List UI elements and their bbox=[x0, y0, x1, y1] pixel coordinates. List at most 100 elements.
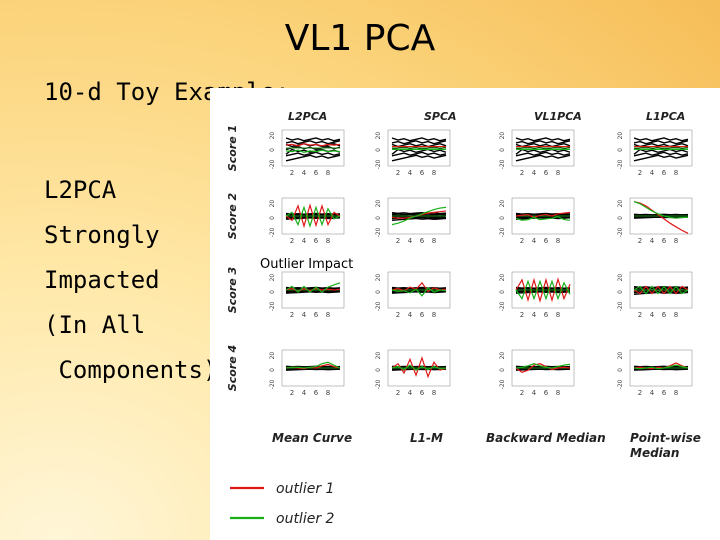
y-tick-label: -20 bbox=[617, 379, 624, 389]
x-tick-label: 2 bbox=[290, 311, 294, 319]
x-tick-label: 2 bbox=[396, 389, 400, 397]
x-tick-label: 4 bbox=[532, 237, 537, 245]
y-tick-label: -20 bbox=[617, 159, 624, 169]
outlier-2-curve bbox=[285, 282, 341, 293]
outlier-1-curve bbox=[391, 281, 447, 293]
normal-curve bbox=[285, 151, 341, 157]
x-tick-label: 8 bbox=[556, 237, 560, 245]
y-tick-label: -20 bbox=[499, 159, 506, 169]
outlier-2-curve bbox=[285, 361, 341, 369]
column-header: L1PCA bbox=[646, 110, 685, 123]
normal-curve bbox=[633, 137, 689, 142]
panel-frame bbox=[511, 197, 575, 235]
panel-frame bbox=[629, 271, 693, 309]
x-tick-label: 4 bbox=[650, 311, 655, 319]
normal-curve bbox=[633, 291, 689, 295]
x-tick-label: 8 bbox=[432, 389, 436, 397]
outlier-2-curve bbox=[285, 149, 341, 153]
y-tick-label: -20 bbox=[375, 227, 382, 237]
normal-curve bbox=[633, 151, 689, 157]
y-tick-label: 0 bbox=[375, 216, 382, 220]
normal-curve bbox=[391, 148, 447, 155]
y-tick-label: 20 bbox=[499, 200, 506, 208]
x-tick-label: 2 bbox=[520, 389, 524, 397]
x-tick-label: 4 bbox=[302, 389, 307, 397]
x-tick-label: 4 bbox=[302, 311, 307, 319]
y-tick-label: 20 bbox=[499, 132, 506, 140]
outlier-2-curve bbox=[515, 279, 571, 301]
x-tick-label: 4 bbox=[408, 169, 413, 177]
y-tick-label: 20 bbox=[375, 352, 382, 360]
y-tick-label: 0 bbox=[269, 368, 276, 372]
x-tick-label: 4 bbox=[532, 389, 537, 397]
x-tick-label: 2 bbox=[638, 311, 642, 319]
y-tick-label: -20 bbox=[499, 379, 506, 389]
slide-title: VL1 PCA bbox=[284, 18, 436, 59]
normal-curve bbox=[515, 215, 571, 219]
y-tick-label: 0 bbox=[499, 368, 506, 372]
x-tick-label: 8 bbox=[326, 311, 330, 319]
normal-curve bbox=[391, 215, 447, 219]
body-text: L2PCA Strongly Impacted (In All Componen… bbox=[44, 168, 217, 393]
footer-label: Backward Median bbox=[486, 431, 606, 445]
x-tick-label: 2 bbox=[638, 389, 642, 397]
panel-frame bbox=[387, 129, 451, 167]
outlier-2-curve bbox=[391, 364, 447, 371]
y-tick-label: -20 bbox=[269, 159, 276, 169]
x-tick-label: 8 bbox=[674, 389, 678, 397]
x-tick-label: 6 bbox=[314, 389, 319, 397]
y-tick-label: 20 bbox=[269, 200, 276, 208]
normal-curve bbox=[515, 154, 571, 162]
x-tick-label: 2 bbox=[520, 237, 524, 245]
normal-curve bbox=[285, 137, 341, 142]
y-tick-label: 20 bbox=[375, 274, 382, 282]
y-tick-label: 20 bbox=[499, 352, 506, 360]
x-tick-label: 4 bbox=[408, 237, 413, 245]
x-tick-label: 2 bbox=[396, 169, 400, 177]
normal-curve bbox=[515, 151, 571, 157]
column-header: SPCA bbox=[424, 110, 457, 123]
x-tick-label: 2 bbox=[638, 237, 642, 245]
y-tick-label: 0 bbox=[617, 148, 624, 152]
normal-curve bbox=[515, 143, 571, 148]
x-tick-label: 8 bbox=[556, 311, 560, 319]
x-tick-label: 6 bbox=[544, 169, 549, 177]
legend-label: outlier 2 bbox=[276, 511, 335, 527]
x-tick-label: 4 bbox=[532, 311, 537, 319]
y-tick-label: 20 bbox=[269, 132, 276, 140]
y-tick-label: 0 bbox=[375, 148, 382, 152]
y-tick-label: -20 bbox=[375, 159, 382, 169]
y-tick-label: 20 bbox=[617, 352, 624, 360]
normal-curve bbox=[391, 140, 447, 145]
x-tick-label: 8 bbox=[326, 237, 330, 245]
normal-curve bbox=[515, 148, 571, 155]
y-tick-label: 0 bbox=[499, 148, 506, 152]
x-tick-label: 2 bbox=[520, 311, 524, 319]
normal-curve bbox=[633, 143, 689, 148]
y-tick-label: -20 bbox=[375, 301, 382, 311]
outlier-1-curve bbox=[633, 362, 689, 370]
x-tick-label: 6 bbox=[662, 311, 667, 319]
x-tick-label: 6 bbox=[662, 389, 667, 397]
y-tick-label: -20 bbox=[269, 227, 276, 237]
normal-curve bbox=[515, 140, 571, 145]
y-tick-label: 20 bbox=[617, 200, 624, 208]
outlier-2-curve bbox=[391, 206, 447, 226]
panel-frame bbox=[629, 349, 693, 387]
outlier-1-curve bbox=[515, 211, 571, 219]
x-tick-label: 8 bbox=[326, 389, 330, 397]
normal-curve bbox=[633, 286, 689, 290]
y-tick-label: 0 bbox=[375, 368, 382, 372]
normal-curve bbox=[391, 143, 447, 148]
legend-label: outlier 1 bbox=[276, 481, 334, 497]
score-plot-grid: L2PCA SPCA VL1PCA L1PCA Score 1 Score 2 Score … bbox=[226, 110, 701, 527]
y-tick-label: -20 bbox=[269, 379, 276, 389]
outlier-1-curve bbox=[633, 201, 689, 234]
panel-frame bbox=[281, 349, 345, 387]
normal-curve bbox=[633, 154, 689, 162]
x-tick-label: 4 bbox=[408, 311, 413, 319]
y-tick-label: 20 bbox=[269, 274, 276, 282]
body-line: (In All bbox=[44, 311, 146, 339]
x-tick-label: 2 bbox=[520, 169, 524, 177]
x-tick-label: 8 bbox=[326, 169, 330, 177]
